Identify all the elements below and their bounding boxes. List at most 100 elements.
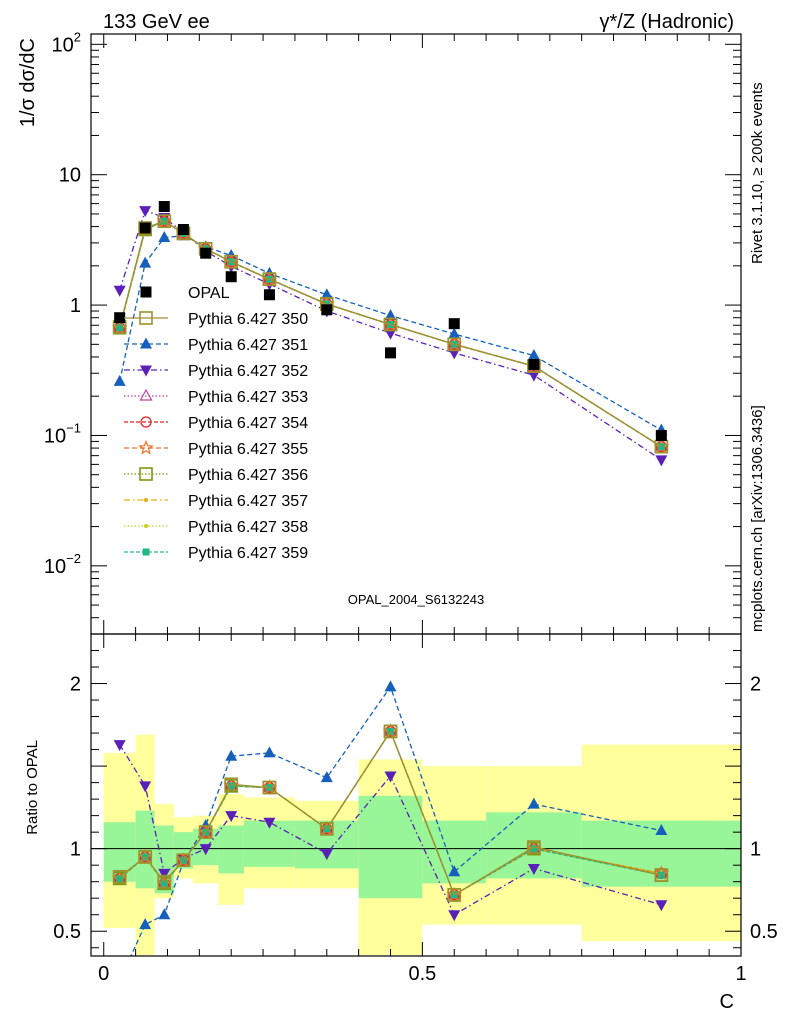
- main-series-point: [116, 324, 124, 332]
- legend-entry: Pythia 6.427 354: [124, 415, 308, 432]
- y-tick-label: 10−2: [44, 551, 81, 578]
- ratio-series-point: [198, 825, 213, 839]
- main-series: [111, 201, 670, 467]
- ratio-series-point: [654, 868, 669, 882]
- ratio-series-point: [320, 849, 333, 861]
- legend: OPAL Pythia 6.427 350 Pythia 6.427 351 Pyth…: [124, 285, 308, 562]
- ratio-y-axis-label: Ratio to OPAL: [24, 740, 41, 835]
- main-series-point: [262, 272, 277, 286]
- legend-marker: [144, 498, 148, 502]
- main-series-point: [138, 221, 152, 235]
- legend-marker: [142, 548, 150, 556]
- legend-label: Pythia 6.427 351: [188, 337, 308, 354]
- ratio-series-point: [384, 680, 397, 692]
- ratio-series-point: [139, 781, 152, 793]
- ratio-series-point: [263, 746, 276, 758]
- ratio-series-point: [157, 874, 172, 889]
- legend-label: Pythia 6.427 356: [188, 467, 308, 484]
- legend-label: Pythia 6.427 353: [188, 389, 308, 406]
- y-tick-label: 10: [59, 165, 81, 187]
- ratio-series-point: [158, 908, 171, 920]
- ratio-series-point: [383, 724, 398, 739]
- x-tick-label: 0.5: [408, 963, 436, 985]
- ratio-series-point: [138, 850, 152, 864]
- legend-entry: Pythia 6.427 359: [124, 545, 308, 562]
- y-tick-label: 10−1: [44, 420, 81, 447]
- main-series-point: [655, 455, 668, 467]
- header-right-label: γ*/Z (Hadronic): [600, 11, 734, 33]
- opal-data-point: [200, 247, 212, 259]
- main-series-point: [320, 288, 333, 300]
- analysis-watermark: OPAL_2004_S6132243: [348, 592, 484, 607]
- legend-marker: [140, 337, 152, 349]
- ratio-series-point: [225, 749, 238, 761]
- ratio-series-point: [527, 840, 541, 854]
- ratio-series-group: [112, 724, 669, 902]
- legend-label: Pythia 6.427 355: [188, 441, 308, 458]
- ratio-series-point: [160, 879, 168, 887]
- legend-label: Pythia 6.427 350: [188, 311, 308, 328]
- legend-marker: [139, 467, 153, 481]
- ratio-series-point: [139, 918, 152, 930]
- ratio-series-line: [130, 685, 662, 956]
- main-panel-frame: [90, 33, 742, 635]
- opal-data-point: [528, 359, 540, 371]
- rivet-side-label: Rivet 3.1.10, ≥ 200k events: [749, 82, 766, 264]
- legend-entry: Pythia 6.427 355: [124, 439, 308, 458]
- opal-data-point: [158, 201, 170, 213]
- ratio-series-point: [199, 844, 212, 856]
- x-tick-label: 0: [98, 963, 109, 985]
- ratio-series-point: [263, 817, 276, 829]
- ratio-series-point: [448, 910, 461, 922]
- legend-label: Pythia 6.427 352: [188, 363, 308, 380]
- main-series-point: [384, 309, 397, 321]
- legend-entry: Pythia 6.427 358: [124, 519, 308, 536]
- main-series-point: [157, 214, 172, 228]
- ratio-series-point: [262, 780, 277, 795]
- legend-label: Pythia 6.427 358: [188, 519, 308, 536]
- legend-marker: [144, 524, 148, 528]
- legend-label: Pythia 6.427 357: [188, 493, 308, 510]
- ratio-y-tick-label-right: 0.5: [750, 921, 778, 943]
- ratio-series-point: [112, 869, 127, 884]
- opal-data-point: [225, 271, 237, 283]
- ratio-series-group: [113, 740, 668, 922]
- ratio-series-point: [655, 824, 668, 836]
- main-series-point: [139, 256, 152, 268]
- main-series-point: [113, 374, 126, 386]
- ratio-series-point: [113, 740, 126, 752]
- main-series-point: [139, 206, 152, 218]
- legend-marker: [140, 365, 152, 377]
- legend-marker: [138, 439, 154, 455]
- ratio-inner-band: [358, 795, 423, 899]
- opal-data-point: [385, 347, 397, 359]
- legend-entry: Pythia 6.427 356: [124, 467, 308, 484]
- legend-label: Pythia 6.427 359: [188, 545, 308, 562]
- opal-data-point: [177, 223, 189, 235]
- ratio-series-point: [319, 822, 334, 836]
- main-series-point: [113, 285, 126, 297]
- main-series-point: [158, 230, 171, 242]
- main-series-point: [447, 337, 462, 352]
- ratio-series-point: [384, 771, 397, 783]
- main-series-line: [119, 220, 662, 448]
- legend-entry: Pythia 6.427 351: [124, 337, 308, 354]
- ratio-y-tick-label: 0.5: [53, 921, 81, 943]
- x-tick-label: 1: [735, 963, 746, 985]
- ratio-panel-frame: [90, 633, 742, 957]
- ratio-series-point: [530, 845, 538, 853]
- x-axis-label: C: [720, 991, 734, 1013]
- ratio-series-point: [158, 868, 171, 880]
- header-left-label: 133 GeV ee: [103, 11, 210, 33]
- ratio-series-point: [657, 871, 665, 879]
- ratio-y-tick-label-right: 2: [750, 674, 761, 696]
- legend-entry: Pythia 6.427 350: [124, 311, 308, 328]
- legend-label: Pythia 6.427 354: [188, 415, 308, 432]
- ratio-series-line: [119, 729, 662, 896]
- legend-marker: [140, 416, 152, 428]
- y-tick-label: 1: [70, 295, 81, 317]
- opal-data-point: [655, 429, 667, 441]
- ratio-series-point: [225, 811, 238, 823]
- ratio-series-point: [527, 863, 540, 875]
